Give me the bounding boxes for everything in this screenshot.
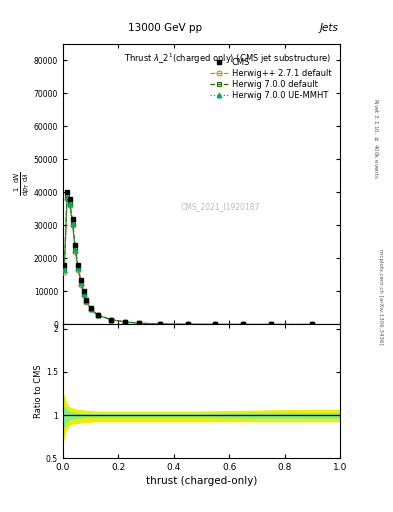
CMS (158, 321, 162, 327)
Herwig 7.0.0 default (70, 219, 75, 225)
CMS (310, 322, 314, 328)
Herwig++ 2.7.1 default (185, 321, 190, 327)
Herwig++ 2.7.1 default (65, 196, 70, 202)
Herwig++ 2.7.1 default (241, 322, 245, 328)
Line: Herwig 7.0.0 UE-MMHT: Herwig 7.0.0 UE-MMHT (62, 195, 315, 327)
Herwig 7.0.0 default (65, 193, 70, 199)
Y-axis label: $\frac{1}{\mathrm{d}p_T}\frac{\mathrm{d}N}{\mathrm{d}\lambda}$: $\frac{1}{\mathrm{d}p_T}\frac{\mathrm{d}… (13, 172, 32, 196)
Herwig 7.0.0 default (81, 290, 86, 296)
Herwig++ 2.7.1 default (81, 292, 86, 298)
Herwig++ 2.7.1 default (95, 312, 100, 318)
Herwig++ 2.7.1 default (123, 319, 128, 325)
CMS (84, 296, 89, 303)
CMS (95, 311, 100, 317)
CMS (70, 216, 75, 222)
Line: Herwig 7.0.0 default: Herwig 7.0.0 default (62, 193, 315, 327)
CMS (241, 322, 245, 328)
CMS (137, 320, 141, 326)
Herwig++ 2.7.1 default (213, 322, 218, 328)
CMS (109, 316, 114, 323)
Herwig 7.0.0 default (310, 322, 314, 328)
Line: Herwig++ 2.7.1 default: Herwig++ 2.7.1 default (62, 197, 315, 327)
CMS (268, 322, 273, 328)
Herwig 7.0.0 UE-MMHT (68, 201, 72, 207)
CMS (88, 305, 93, 311)
Herwig++ 2.7.1 default (70, 222, 75, 228)
Herwig 7.0.0 default (241, 322, 245, 328)
Text: mcplots.cern.ch [arXiv:1306.3436]: mcplots.cern.ch [arXiv:1306.3436] (378, 249, 383, 345)
Herwig 7.0.0 default (185, 321, 190, 327)
Text: CMS_2021_I1920187: CMS_2021_I1920187 (181, 202, 261, 211)
Herwig 7.0.0 UE-MMHT (79, 280, 83, 286)
Herwig++ 2.7.1 default (88, 306, 93, 312)
CMS (185, 321, 190, 327)
Herwig 7.0.0 default (95, 312, 100, 318)
Herwig++ 2.7.1 default (268, 322, 273, 328)
Herwig 7.0.0 UE-MMHT (268, 322, 273, 328)
Herwig++ 2.7.1 default (109, 317, 114, 323)
Herwig 7.0.0 UE-MMHT (185, 321, 190, 327)
CMS (68, 196, 72, 202)
Herwig++ 2.7.1 default (84, 299, 89, 305)
Herwig 7.0.0 default (268, 322, 273, 328)
Text: Thrust $\lambda$_2$^1$(charged only) (CMS jet substructure): Thrust $\lambda$_2$^1$(charged only) (CM… (124, 52, 331, 67)
CMS (76, 262, 81, 268)
CMS (73, 242, 78, 248)
Herwig++ 2.7.1 default (137, 320, 141, 326)
CMS (65, 189, 70, 195)
X-axis label: thrust (charged-only): thrust (charged-only) (146, 476, 257, 486)
Herwig 7.0.0 UE-MMHT (310, 322, 314, 328)
Herwig++ 2.7.1 default (79, 282, 83, 288)
Herwig 7.0.0 default (123, 319, 128, 325)
Herwig 7.0.0 default (73, 245, 78, 251)
CMS (79, 277, 83, 283)
Herwig 7.0.0 UE-MMHT (73, 247, 78, 253)
CMS (62, 262, 67, 268)
Herwig 7.0.0 UE-MMHT (81, 291, 86, 297)
Herwig 7.0.0 default (68, 199, 72, 205)
Text: Jets: Jets (320, 23, 339, 33)
Herwig 7.0.0 default (62, 265, 67, 271)
Herwig 7.0.0 UE-MMHT (76, 265, 81, 271)
Herwig 7.0.0 default (109, 316, 114, 323)
Herwig++ 2.7.1 default (68, 202, 72, 208)
Herwig 7.0.0 UE-MMHT (213, 322, 218, 328)
Legend: CMS, Herwig++ 2.7.1 default, Herwig 7.0.0 default, Herwig 7.0.0 UE-MMHT: CMS, Herwig++ 2.7.1 default, Herwig 7.0.… (208, 56, 333, 102)
Herwig++ 2.7.1 default (310, 322, 314, 328)
Herwig 7.0.0 UE-MMHT (62, 267, 67, 273)
Line: CMS: CMS (62, 190, 314, 327)
CMS (213, 322, 218, 328)
Herwig 7.0.0 UE-MMHT (123, 319, 128, 325)
Herwig 7.0.0 UE-MMHT (70, 221, 75, 227)
Herwig 7.0.0 default (84, 297, 89, 304)
Herwig 7.0.0 UE-MMHT (241, 322, 245, 328)
Herwig 7.0.0 default (76, 264, 81, 270)
Herwig 7.0.0 UE-MMHT (158, 321, 162, 327)
Y-axis label: Ratio to CMS: Ratio to CMS (34, 365, 43, 418)
Herwig 7.0.0 UE-MMHT (65, 194, 70, 200)
CMS (123, 319, 128, 325)
Herwig++ 2.7.1 default (158, 321, 162, 327)
Herwig 7.0.0 default (79, 279, 83, 285)
Herwig 7.0.0 default (213, 322, 218, 328)
Herwig 7.0.0 default (88, 306, 93, 312)
Herwig 7.0.0 default (137, 320, 141, 326)
Herwig 7.0.0 UE-MMHT (95, 312, 100, 318)
Herwig++ 2.7.1 default (76, 267, 81, 273)
Text: Rivet 3.1.10, $\geq$ 400k events: Rivet 3.1.10, $\geq$ 400k events (371, 98, 379, 179)
Herwig 7.0.0 UE-MMHT (88, 306, 93, 312)
Herwig++ 2.7.1 default (73, 249, 78, 255)
Herwig 7.0.0 default (158, 321, 162, 327)
CMS (81, 288, 86, 294)
Herwig 7.0.0 UE-MMHT (109, 317, 114, 323)
Text: 13000 GeV pp: 13000 GeV pp (128, 23, 202, 33)
Herwig 7.0.0 UE-MMHT (137, 320, 141, 326)
Herwig 7.0.0 UE-MMHT (84, 298, 89, 305)
Herwig++ 2.7.1 default (62, 268, 67, 274)
